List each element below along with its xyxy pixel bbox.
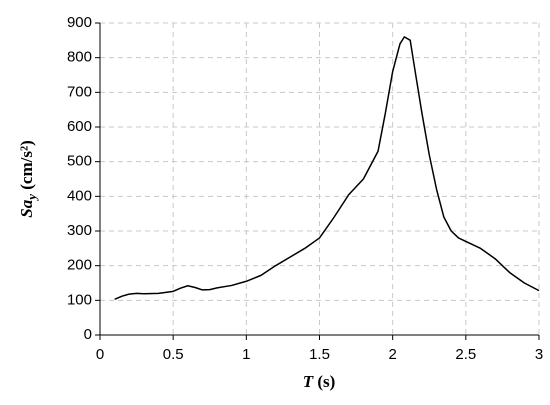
y-tick-label: 700 xyxy=(67,83,92,100)
y-tick-label: 900 xyxy=(67,14,92,31)
x-label-symbol: T xyxy=(303,372,314,391)
y-label-unit: (cm/s²) xyxy=(17,140,36,189)
x-tick-label: 2.5 xyxy=(455,346,476,363)
y-tick-label: 0 xyxy=(84,326,92,343)
x-tick-label: 2 xyxy=(388,346,396,363)
x-tick-label: 1.5 xyxy=(309,346,330,363)
y-label-symbol: Sa xyxy=(17,199,36,217)
y-tick-label: 100 xyxy=(67,291,92,308)
y-tick-label: 600 xyxy=(67,118,92,135)
x-axis-label: T (s) xyxy=(303,372,336,391)
y-tick-label: 300 xyxy=(67,222,92,239)
y-tick-label: 800 xyxy=(67,49,92,66)
y-tick-label: 500 xyxy=(67,153,92,170)
y-tick-label: 400 xyxy=(67,187,92,204)
x-label-unit: (s) xyxy=(317,372,335,391)
y-label-subscript: y xyxy=(24,194,39,202)
x-tick-label: 1 xyxy=(242,346,250,363)
y-tick-label: 200 xyxy=(67,257,92,274)
x-tick-label: 0 xyxy=(96,346,104,363)
x-tick-label: 3 xyxy=(535,346,543,363)
data-line xyxy=(114,36,540,300)
x-tick-label: 0.5 xyxy=(163,346,184,363)
y-axis-label: Say (cm/s²) xyxy=(17,140,39,217)
